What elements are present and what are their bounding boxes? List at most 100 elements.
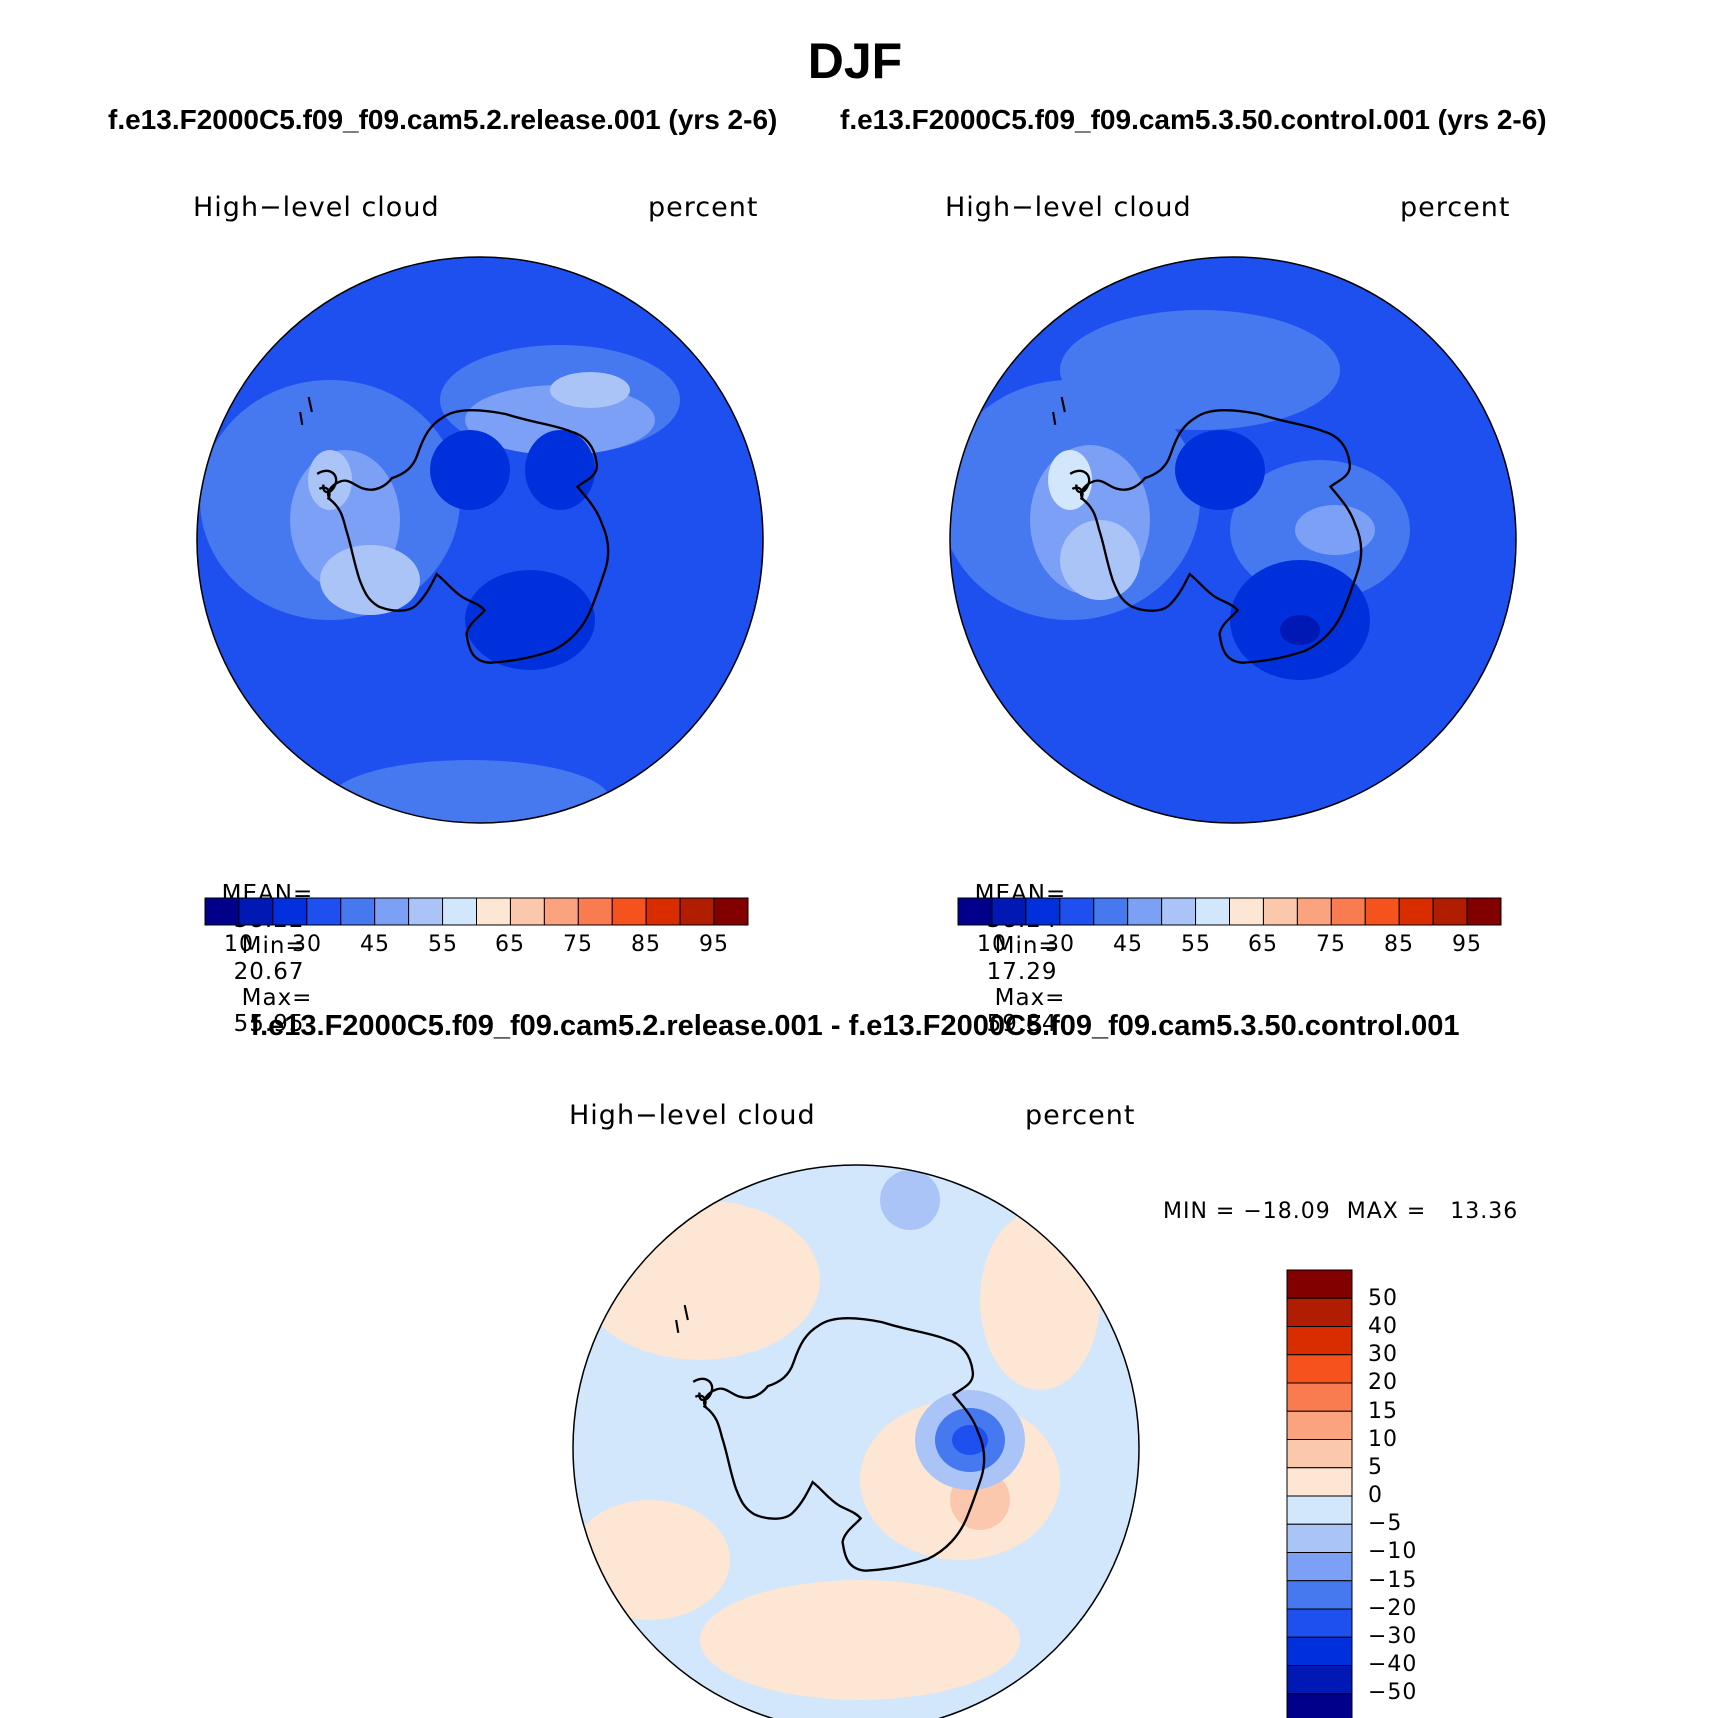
- panel2-cb-tick: 75: [1316, 932, 1346, 957]
- panel2-colorbar-swatch: [1229, 897, 1264, 926]
- panel2-colorbar-swatch: [957, 897, 993, 926]
- panel2-colorbar-swatch: [1127, 897, 1163, 926]
- difference-title: f.e13.F2000C5.f09_f09.cam5.2.release.001…: [250, 1010, 1460, 1042]
- diff-cb-tick: −30: [1368, 1624, 1418, 1649]
- difference-colorbar-swatch: [1286, 1608, 1353, 1638]
- panel1-colorbar-swatch: [713, 897, 749, 926]
- diff-cb-tick: 10: [1368, 1427, 1398, 1452]
- difference-colorbar-swatch: [1286, 1297, 1353, 1327]
- panel2-colorbar-swatch: [1059, 897, 1095, 926]
- panel1-max-value: 55.95: [233, 1011, 305, 1037]
- diff-cb-tick: −50: [1368, 1680, 1418, 1705]
- panel1-colorbar-swatch: [204, 897, 240, 926]
- panel2-cb-tick: 85: [1384, 932, 1414, 957]
- panel1-colorbar-swatch: [509, 897, 545, 926]
- diff-units-label: percent: [1025, 1100, 1136, 1131]
- panel1-cb-tick: 75: [563, 932, 593, 957]
- panel1-max-label: Max=: [241, 985, 313, 1011]
- diff-cb-tick: 15: [1368, 1399, 1398, 1424]
- diff-cb-tick: −20: [1368, 1596, 1418, 1621]
- panel2-cb-tick: 10: [977, 932, 1007, 957]
- panel1-cb-tick: 10: [224, 932, 254, 957]
- panel1-min-label: Min=: [241, 933, 306, 959]
- diff-cb-tick: 30: [1368, 1342, 1398, 1367]
- difference-colorbar-swatch: [1286, 1580, 1353, 1610]
- diff-cb-tick: −40: [1368, 1652, 1418, 1677]
- panel2-colorbar-swatch: [1262, 897, 1298, 926]
- diff-cb-tick: −5: [1368, 1511, 1403, 1536]
- diff-minmax: MIN = −18.09 MAX = 13.36: [1163, 1199, 1519, 1224]
- panel2-colorbar-swatch: [1161, 897, 1197, 926]
- diff-cb-tick: 20: [1368, 1370, 1398, 1395]
- panel1-colorbar-swatch: [611, 897, 647, 926]
- difference-colorbar-swatch: [1286, 1382, 1353, 1412]
- panel1-colorbar-swatch: [476, 897, 511, 926]
- panel2-cb-tick: 95: [1452, 932, 1482, 957]
- panel1-colorbar-swatch: [679, 897, 715, 926]
- panel1-colorbar-swatch: [543, 897, 579, 926]
- panel1-cb-tick: 30: [292, 932, 322, 957]
- difference-colorbar-swatch: [1286, 1439, 1353, 1469]
- panel2-colorbar-swatch: [1364, 897, 1400, 926]
- panel1-colorbar-swatch: [408, 897, 444, 926]
- difference-colorbar-swatch: [1286, 1467, 1353, 1497]
- panel1-colorbar-swatch: [374, 897, 410, 926]
- panel2-units-label: percent: [1400, 192, 1511, 223]
- difference-colorbar-swatch: [1286, 1693, 1353, 1718]
- difference-colorbar-swatch: [1286, 1354, 1353, 1384]
- panel1-cb-tick: 55: [428, 932, 458, 957]
- difference-colorbar-swatch: [1286, 1326, 1353, 1356]
- panel2-colorbar-swatch: [1398, 897, 1434, 926]
- panel1-colorbar-swatch: [442, 897, 477, 926]
- panel2-colorbar-swatch: [991, 897, 1027, 926]
- panel1-colorbar-swatch: [340, 897, 376, 926]
- panel1-map: [197, 257, 763, 823]
- panel2-colorbar-swatch: [1330, 897, 1366, 926]
- panel1-colorbar-swatch: [577, 897, 613, 926]
- diff-variable-label: High−level cloud: [569, 1100, 816, 1131]
- difference-colorbar-swatch: [1286, 1665, 1353, 1695]
- diff-cb-tick: 40: [1368, 1314, 1398, 1339]
- difference-colorbar-swatch: [1286, 1636, 1353, 1666]
- panel1-units-label: percent: [648, 192, 759, 223]
- panel2-colorbar-swatch: [1296, 897, 1332, 926]
- panel2-colorbar: [957, 897, 1502, 926]
- panel1-variable-label: High−level cloud: [193, 192, 440, 223]
- panel1-colorbar-swatch: [238, 897, 274, 926]
- difference-colorbar-swatch: [1286, 1269, 1353, 1299]
- diff-cb-tick: −15: [1368, 1568, 1418, 1593]
- panel2-colorbar-swatch: [1466, 897, 1502, 926]
- panel2-max-value: 59.84: [986, 1011, 1058, 1037]
- diff-cb-tick: 50: [1368, 1286, 1398, 1311]
- panel2-cb-tick: 55: [1181, 932, 1211, 957]
- panel2-min-value: 17.29: [986, 959, 1058, 985]
- panel2-colorbar-swatch: [1093, 897, 1129, 926]
- panel2-max-label: Max=: [994, 985, 1066, 1011]
- difference-colorbar-swatch: [1286, 1552, 1353, 1582]
- panel2-map: [950, 257, 1516, 823]
- panel1-cb-tick: 85: [631, 932, 661, 957]
- difference-colorbar-swatch: [1286, 1410, 1353, 1440]
- difference-colorbar: [1286, 1269, 1353, 1718]
- diff-cb-tick: −10: [1368, 1539, 1418, 1564]
- panel2-cb-tick: 65: [1248, 932, 1278, 957]
- panel2-colorbar-swatch: [1432, 897, 1468, 926]
- panel1-min-value: 20.67: [233, 959, 305, 985]
- difference-colorbar-swatch: [1286, 1523, 1353, 1553]
- difference-map: [573, 1165, 1139, 1718]
- panel1-cb-tick: 95: [699, 932, 729, 957]
- panel1-colorbar-swatch: [306, 897, 342, 926]
- main-title: DJF: [807, 33, 903, 89]
- panel1-colorbar-swatch: [272, 897, 308, 926]
- panel2-colorbar-swatch: [1195, 897, 1230, 926]
- case-title-left: f.e13.F2000C5.f09_f09.cam5.2.release.001…: [108, 104, 778, 135]
- diff-cb-tick: 0: [1368, 1483, 1383, 1508]
- panel2-colorbar-swatch: [1025, 897, 1061, 926]
- panel1-colorbar-swatch: [645, 897, 681, 926]
- diff-cb-tick: 5: [1368, 1455, 1383, 1480]
- panel1-cb-tick: 45: [360, 932, 390, 957]
- panel2-variable-label: High−level cloud: [945, 192, 1192, 223]
- panel2-min-label: Min=: [994, 933, 1059, 959]
- panel1-cb-tick: 65: [495, 932, 525, 957]
- difference-colorbar-swatch: [1286, 1495, 1353, 1525]
